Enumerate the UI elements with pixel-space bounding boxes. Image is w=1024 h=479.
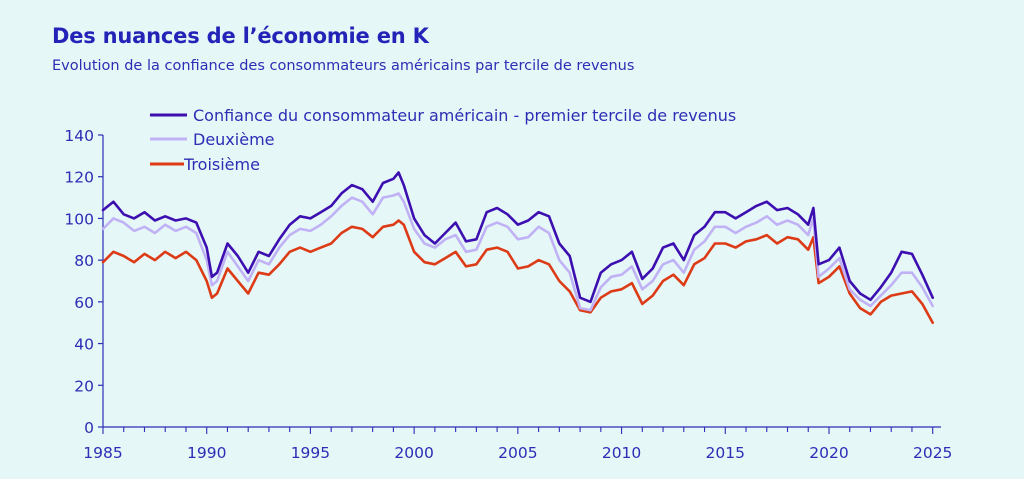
y-tick-label: 0 — [84, 419, 94, 437]
x-tick-label: 2015 — [706, 444, 745, 462]
y-tick-label: 100 — [64, 210, 94, 228]
y-tick-label: 140 — [64, 127, 94, 145]
x-tick-label: 2020 — [809, 444, 848, 462]
series-line-2 — [101, 192, 934, 312]
series-line-3 — [101, 219, 934, 324]
y-tick-label: 40 — [74, 336, 94, 354]
x-tick-label: 1990 — [187, 444, 226, 462]
series-line-1 — [101, 171, 934, 304]
chart-title: Des nuances de l’économie en K — [52, 24, 429, 48]
y-tick-label: 60 — [74, 294, 94, 312]
y-tick-label: 120 — [64, 169, 94, 187]
chart-subtitle: Evolution de la confiance des consommate… — [52, 58, 635, 74]
x-tick-label: 2005 — [498, 444, 537, 462]
x-tick-label: 1995 — [291, 444, 330, 462]
legend-label-3: Troisième — [183, 155, 260, 174]
legend-label-1: Confiance du consommateur américain - pr… — [193, 106, 736, 125]
x-tick-label: 1985 — [83, 444, 122, 462]
x-tick-label: 2000 — [394, 444, 433, 462]
x-tick-label: 2025 — [913, 444, 952, 462]
y-tick-label: 80 — [74, 252, 94, 270]
y-tick-label: 20 — [74, 377, 94, 395]
legend-label-2: Deuxième — [193, 130, 275, 149]
x-tick-label: 2010 — [602, 444, 641, 462]
